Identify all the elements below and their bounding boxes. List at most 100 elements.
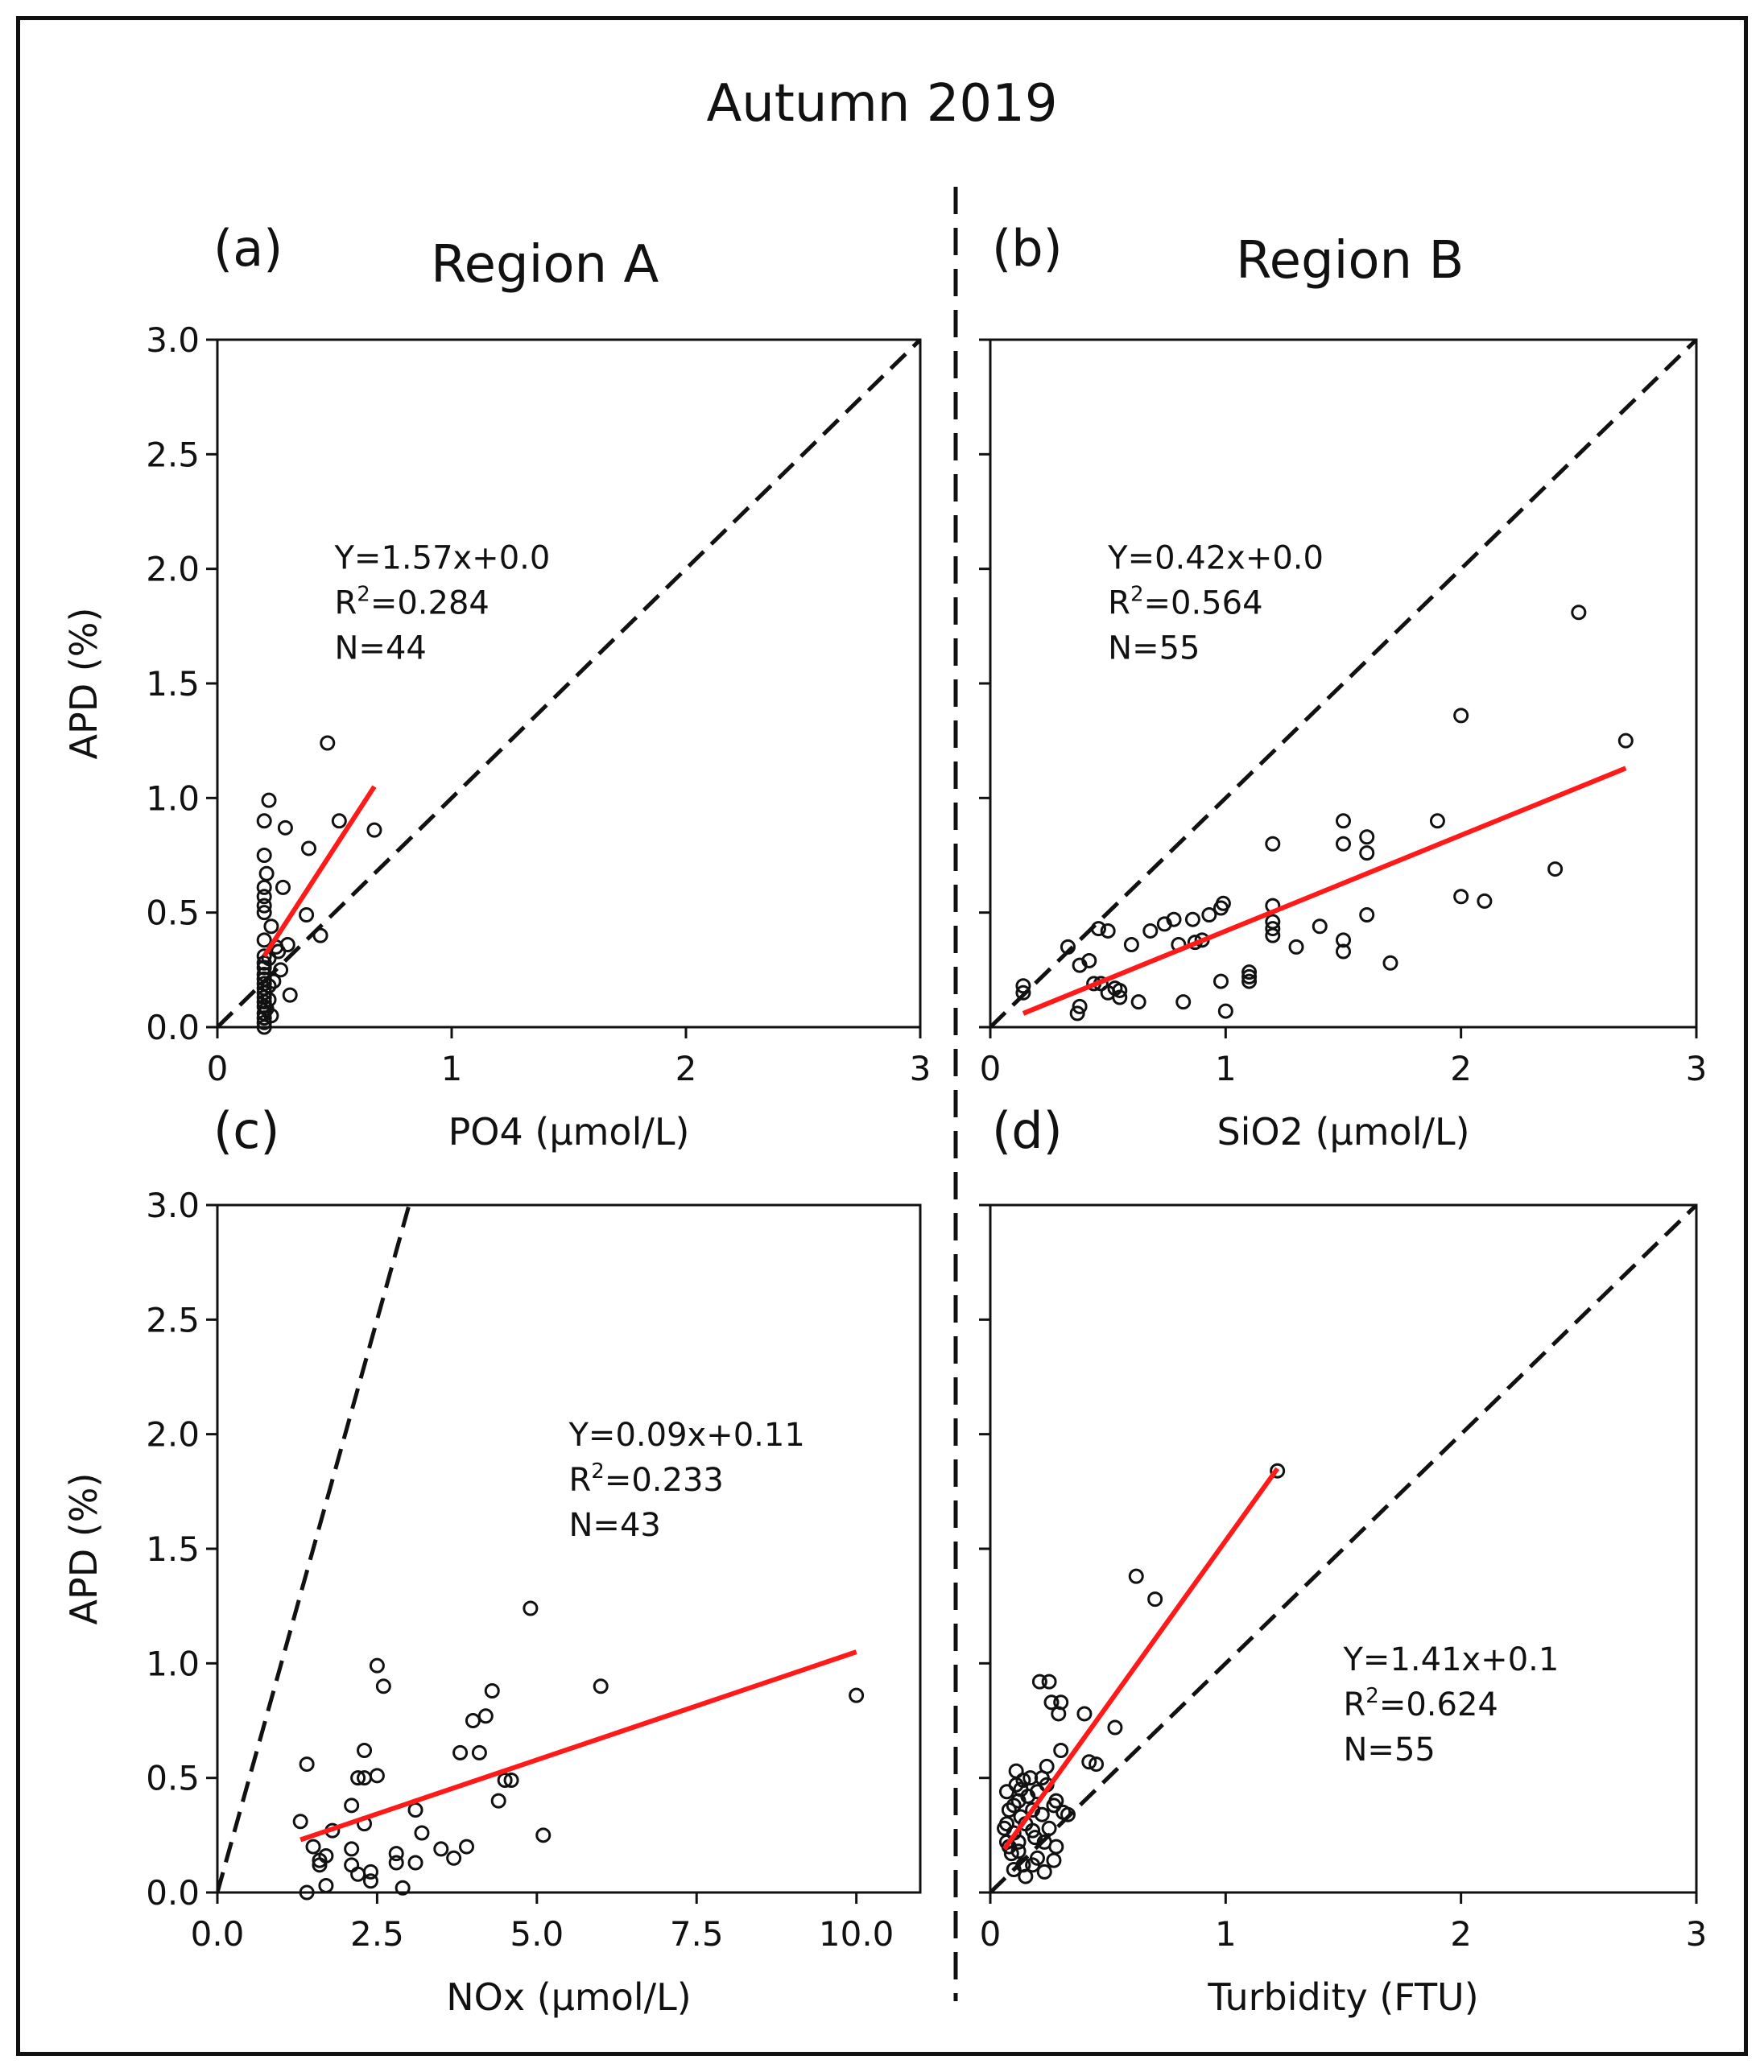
data-point <box>1336 813 1351 829</box>
ytick-label: 1.5 <box>146 1529 200 1569</box>
xtick-label: 5.0 <box>510 1914 564 1954</box>
data-point <box>1107 1719 1123 1736</box>
data-point <box>1112 989 1128 1005</box>
data-point <box>1018 1868 1034 1884</box>
xtick-label: 1 <box>1215 1914 1237 1954</box>
xtick-label: 2 <box>1450 1049 1472 1088</box>
data-point <box>256 889 272 905</box>
data-point <box>471 1744 487 1760</box>
data-point <box>362 1873 378 1889</box>
data-point <box>452 1744 469 1760</box>
data-point <box>477 1708 494 1724</box>
r-squared-value: =0.284 <box>370 585 490 622</box>
data-point <box>1265 927 1281 943</box>
data-point <box>1241 964 1258 980</box>
data-point <box>299 907 315 923</box>
r-symbol: R <box>1108 585 1130 622</box>
data-point <box>1100 922 1116 939</box>
data-point <box>256 905 272 921</box>
r-superscript: 2 <box>1130 583 1144 607</box>
data-point <box>490 1793 506 1809</box>
panel-label-a: (a) <box>213 219 283 278</box>
data-point <box>1060 939 1076 955</box>
data-point <box>1359 829 1375 845</box>
ytick-label: 2.0 <box>146 1415 200 1455</box>
xtick-label: 0 <box>980 1049 1002 1088</box>
data-point <box>350 1770 366 1786</box>
ytick-label: 2.5 <box>146 1300 200 1339</box>
data-point <box>344 1798 360 1814</box>
data-point <box>1015 984 1031 1001</box>
data-point <box>523 1600 539 1616</box>
panel-a: 0.0 0.5 1.0 1.5 2.0 2.5 3.0 0 1 2 3 PO4 (µmol/L) APD… <box>62 320 931 1154</box>
xtick-label: 3 <box>910 1049 932 1088</box>
y-axis-label: APD (%) <box>62 608 105 760</box>
data-point <box>1039 1758 1055 1774</box>
equation-text: Y=0.09x+0.11 <box>568 1417 805 1454</box>
data-point <box>318 1847 334 1864</box>
data-point <box>344 1841 360 1857</box>
data-point <box>1359 907 1375 923</box>
data-point <box>1001 1802 1017 1818</box>
data-point <box>261 792 277 808</box>
sample-count-text: N=55 <box>1344 1731 1436 1769</box>
data-point <box>357 1743 373 1759</box>
data-point <box>1123 937 1139 953</box>
data-point <box>305 1839 321 1855</box>
axes-frame <box>989 1203 1698 1894</box>
data-point <box>407 1855 423 1871</box>
data-point <box>261 992 277 1008</box>
panel-label-c: (c) <box>213 1101 280 1160</box>
data-point <box>535 1827 552 1843</box>
ytick-label: 2.0 <box>146 550 200 589</box>
data-point <box>1081 1754 1097 1770</box>
data-point <box>1217 1003 1233 1019</box>
xtick-label: 1 <box>441 1049 463 1088</box>
data-point <box>320 735 336 751</box>
ytick-label: 1.0 <box>146 778 200 818</box>
data-point <box>1241 968 1258 984</box>
data-point <box>1265 836 1281 852</box>
data-point <box>503 1773 519 1789</box>
data-point <box>1069 1005 1085 1022</box>
data-point <box>256 1010 272 1026</box>
data-point <box>1015 1773 1031 1789</box>
xtick-label: 2.5 <box>350 1914 404 1954</box>
data-point <box>256 848 272 863</box>
data-point <box>1215 895 1231 911</box>
data-point <box>1175 994 1192 1010</box>
xtick-label: 3 <box>1686 1914 1708 1954</box>
data-point <box>1617 733 1634 749</box>
axes-frame <box>216 338 922 1029</box>
xtick-label: 2 <box>675 1049 697 1088</box>
data-point <box>1031 1674 1047 1690</box>
ytick-label: 0.5 <box>146 894 200 933</box>
data-point <box>1571 605 1587 621</box>
ytick-label: 1.0 <box>146 1644 200 1683</box>
data-point <box>1453 889 1469 905</box>
data-point <box>299 1756 315 1773</box>
xtick-label: 2 <box>1450 1914 1472 1954</box>
xtick-label: 10.0 <box>819 1914 894 1954</box>
r-superscript: 2 <box>357 583 370 607</box>
ytick-label: 3.0 <box>146 1186 200 1225</box>
one-to-one-line <box>217 1205 411 1892</box>
axes-frame <box>216 1203 922 1894</box>
data-point <box>318 1877 334 1893</box>
data-point <box>1212 973 1229 989</box>
region-a-label: Region A <box>431 235 659 295</box>
data-point <box>273 962 289 978</box>
data-point <box>1072 998 1088 1014</box>
equation-text: Y=1.57x+0.0 <box>334 540 551 577</box>
data-point <box>1048 1793 1064 1809</box>
data-point <box>484 1682 500 1698</box>
data-point <box>300 840 316 856</box>
data-point <box>1130 994 1146 1010</box>
data-point <box>344 1857 360 1873</box>
data-point <box>350 1866 366 1882</box>
data-point <box>1043 1694 1060 1711</box>
data-point <box>1382 955 1398 971</box>
data-point <box>395 1880 411 1896</box>
xtick-label: 0.0 <box>191 1914 245 1954</box>
